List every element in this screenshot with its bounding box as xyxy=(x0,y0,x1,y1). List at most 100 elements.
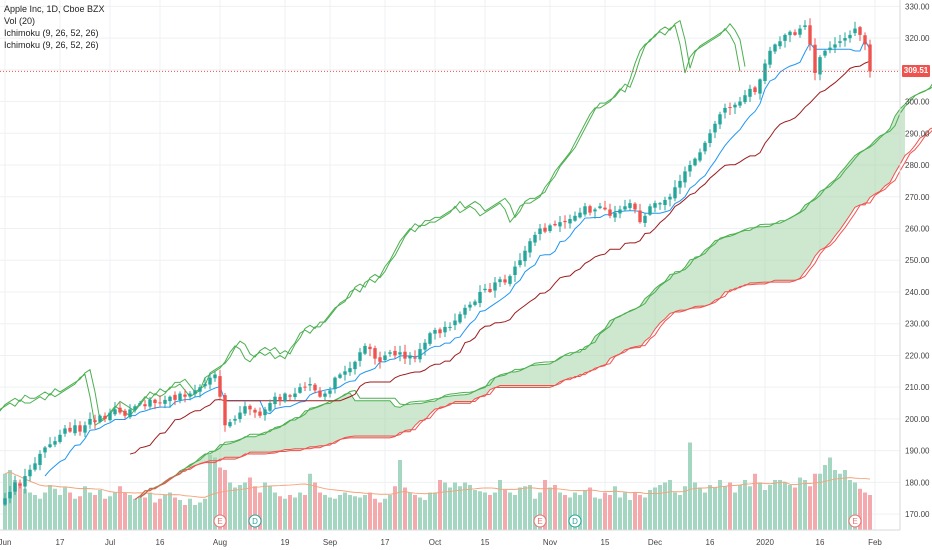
cloud-segment xyxy=(760,226,765,285)
cloud-segment xyxy=(395,406,400,437)
legend-volume[interactable]: Vol (20) xyxy=(4,16,36,26)
marker-circle xyxy=(848,514,862,528)
volume-bar xyxy=(318,492,322,530)
senkou-span-b xyxy=(134,127,932,500)
earnings-marker[interactable]: E xyxy=(533,514,547,528)
candle-body xyxy=(138,403,142,405)
cloud-segment xyxy=(810,198,815,266)
cloud-segment xyxy=(715,239,720,301)
dividend-marker[interactable]: D xyxy=(568,514,582,528)
cloud-segment xyxy=(560,355,565,382)
cloud-segment xyxy=(415,403,420,426)
candle-body xyxy=(403,351,407,359)
cloud-segment xyxy=(485,380,490,397)
candle-body xyxy=(753,87,757,93)
candle-body xyxy=(148,399,152,407)
cloud-segment xyxy=(540,364,545,388)
candle-body xyxy=(33,463,37,470)
cloud-segment xyxy=(555,357,560,386)
volume-bar xyxy=(163,495,167,530)
volume-bar xyxy=(708,485,712,530)
legend-ichimoku-1[interactable]: Ichimoku (9, 26, 52, 26) xyxy=(4,28,99,38)
cloud-segment xyxy=(280,423,285,452)
cloud-segment xyxy=(245,436,250,455)
candle-body xyxy=(353,361,357,370)
volume-bar xyxy=(373,498,377,530)
volume-bar xyxy=(408,492,412,530)
cloud-segment xyxy=(900,104,905,165)
cloud-segment xyxy=(680,267,685,313)
volume-bar xyxy=(543,480,547,530)
volume-bar xyxy=(228,482,232,530)
candle-body xyxy=(678,180,682,188)
candle-body xyxy=(503,279,507,283)
cloud-segment xyxy=(275,427,280,453)
volume-bar xyxy=(58,495,62,530)
price-tick-label: 300.00 xyxy=(905,98,930,107)
cloud-segment xyxy=(620,313,625,354)
volume-bar xyxy=(398,460,402,530)
candle-body xyxy=(213,374,217,379)
cloud-segment xyxy=(815,191,820,257)
candle-body xyxy=(788,31,792,36)
cloud-segment xyxy=(645,294,650,341)
earnings-marker[interactable]: E xyxy=(848,514,862,528)
volume-bar xyxy=(38,498,42,530)
candle-body xyxy=(133,406,137,410)
volume-bar xyxy=(218,467,222,530)
earnings-marker[interactable]: E xyxy=(213,514,227,528)
volume-bar xyxy=(503,490,507,530)
legend-symbol[interactable]: Apple Inc, 1D, Cboe BZX xyxy=(4,4,105,14)
volume-bar xyxy=(268,486,272,530)
volume-bar xyxy=(283,498,287,530)
candle-body xyxy=(78,425,82,432)
volume-bar xyxy=(18,482,22,530)
candle-body xyxy=(848,34,852,39)
volume-bar xyxy=(608,495,612,530)
cloud-segment xyxy=(360,400,365,438)
volume-bar xyxy=(488,495,492,530)
volume-bar xyxy=(188,498,192,530)
cloud-segment xyxy=(480,387,485,397)
candle-body xyxy=(18,483,22,486)
volume-bar xyxy=(858,488,862,530)
volume-bar xyxy=(663,482,667,530)
time-axis[interactable]: Jun 17 Jul 16 Aug 19 Sep 17 Oct 15 Nov 15 Dec 16 2020 1… xyxy=(0,529,900,547)
price-axis[interactable]: 170.00 180.00 190.00 200.00 210.00 220.00 230.… xyxy=(899,0,930,530)
candle-body xyxy=(598,206,602,209)
volume-bar xyxy=(168,492,172,530)
candle-body xyxy=(58,434,62,442)
cloud-segment xyxy=(880,133,885,192)
candle-body xyxy=(363,345,367,354)
volume-bar xyxy=(703,492,707,530)
dividend-marker[interactable]: D xyxy=(248,514,262,528)
volume-bar xyxy=(333,498,337,530)
candle-body xyxy=(828,47,832,51)
volume-bar xyxy=(433,492,437,530)
cloud-segment xyxy=(820,188,825,251)
volume-bar xyxy=(133,498,137,530)
candle-body xyxy=(863,35,867,45)
candle-body xyxy=(323,393,327,397)
candle-body xyxy=(198,387,202,392)
candle-body xyxy=(508,276,512,284)
senkou-span-a xyxy=(134,83,932,500)
marker-circle xyxy=(213,514,227,528)
volume-bar xyxy=(448,487,452,530)
legend-ichimoku-2[interactable]: Ichimoku (9, 26, 52, 26) xyxy=(4,40,99,50)
cloud-segment xyxy=(690,258,695,309)
cloud-segment xyxy=(310,408,315,449)
cloud-segment xyxy=(795,211,800,281)
time-tick-label: 19 xyxy=(281,538,290,547)
cloud-segment xyxy=(640,298,645,348)
volume-bar xyxy=(628,500,632,530)
volume-bar xyxy=(753,473,757,530)
candle-body xyxy=(738,101,742,106)
cloud-segment xyxy=(475,389,480,399)
volume-bar xyxy=(28,492,32,530)
candle-body xyxy=(778,41,782,47)
volume-bar xyxy=(688,442,692,530)
time-tick-label: Nov xyxy=(543,538,557,547)
